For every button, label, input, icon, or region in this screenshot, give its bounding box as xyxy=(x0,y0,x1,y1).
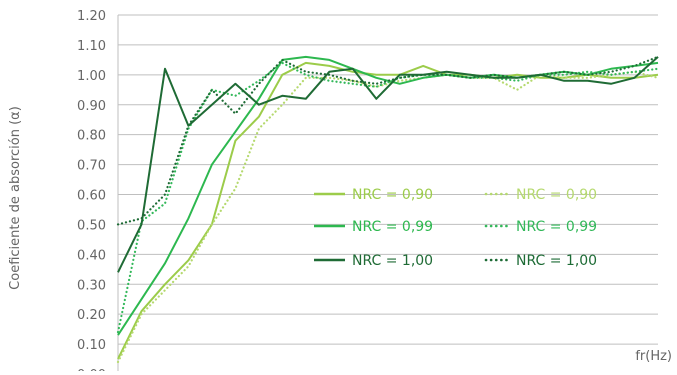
y-tick-label-10: 1.00 xyxy=(77,69,106,84)
y-tick-label-11: 1.10 xyxy=(77,39,106,54)
axes: 0.000.100.200.300.400.500.600.700.800.90… xyxy=(77,9,119,375)
legend-label-0: NRC = 0,90 xyxy=(352,187,433,203)
series-line-3-dotted xyxy=(116,70,660,364)
legend-label-3: NRC = 0,90 xyxy=(516,187,597,203)
x-axis-label: fr(Hz) xyxy=(635,349,672,364)
series-lines xyxy=(116,55,660,364)
series-line-0-solid xyxy=(117,61,659,360)
grid xyxy=(118,14,658,375)
y-tick-label-8: 0.80 xyxy=(77,129,106,144)
series-line-4-dotted xyxy=(116,61,660,334)
series-line-2-solid xyxy=(117,56,659,273)
y-tick-label-4: 0.40 xyxy=(77,248,106,263)
y-tick-label-1: 0.10 xyxy=(77,338,106,353)
legend: NRC = 0,90 NRC = 0,99 NRC = 1,00 NRC = 0,90… xyxy=(314,187,597,269)
legend-label-2: NRC = 1,00 xyxy=(352,253,433,269)
legend-label-1: NRC = 0,99 xyxy=(352,219,433,235)
y-tick-label-3: 0.30 xyxy=(77,278,106,293)
y-tick-label-9: 0.90 xyxy=(77,99,106,114)
legend-label-5: NRC = 1,00 xyxy=(516,253,597,269)
y-tick-label-12: 1.20 xyxy=(77,9,106,24)
y-tick-label-6: 0.60 xyxy=(77,189,106,204)
y-tick-label-5: 0.50 xyxy=(77,218,106,233)
y-tick-label-2: 0.20 xyxy=(77,308,106,323)
series-line-5-dotted xyxy=(116,55,660,226)
y-tick-label-7: 0.70 xyxy=(77,159,106,174)
y-axis-label: Coeficiente de absorción (α) xyxy=(8,106,23,290)
legend-label-4: NRC = 0,99 xyxy=(516,219,597,235)
